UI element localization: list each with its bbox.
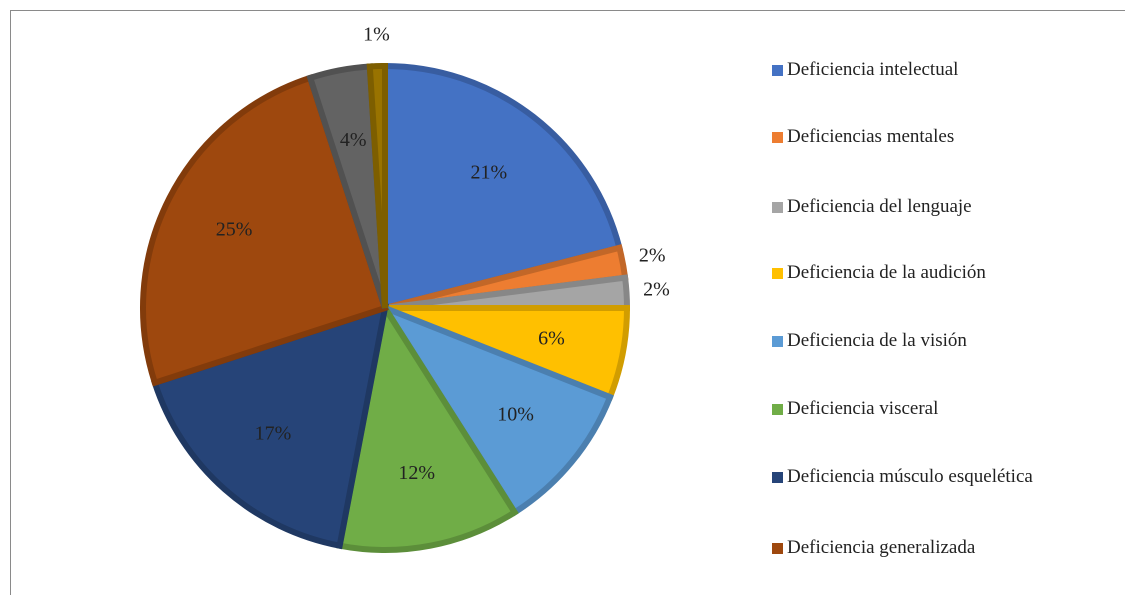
data-label: 1%	[363, 24, 390, 46]
data-label: 6%	[538, 327, 565, 349]
legend-swatch	[772, 202, 783, 213]
pie-slice	[336, 299, 519, 553]
legend-swatch	[772, 65, 783, 76]
legend-label: Deficiencia del lenguaje	[787, 196, 972, 217]
legend-label: Deficiencia de la visión	[787, 330, 967, 351]
pie-slice	[382, 62, 624, 312]
data-label: 2%	[643, 279, 670, 301]
legend-swatch	[772, 472, 783, 483]
data-label: 25%	[216, 219, 253, 241]
legend-label: Deficiencia intelectual	[787, 59, 959, 80]
legend-item: Deficiencia generalizada	[772, 533, 1072, 563]
legend-item: Deficiencia músculo esquelética	[772, 462, 1072, 492]
legend-label: Deficiencia músculo esquelética	[787, 466, 1033, 487]
legend-label: Deficiencias mentales	[787, 126, 955, 147]
legend-item: Deficiencia intelectual	[772, 55, 1072, 85]
frame	[10, 10, 1125, 595]
legend-item: Deficiencia visceral	[772, 394, 1072, 424]
legend-item: Deficiencias mentales	[772, 122, 1072, 152]
legend-label: Deficiencia generalizada	[787, 537, 976, 558]
legend-label: Deficiencia visceral	[787, 398, 939, 419]
data-label: 4%	[340, 129, 367, 151]
pie-slice	[151, 303, 389, 550]
data-label: 10%	[497, 404, 534, 426]
data-label: 2%	[639, 245, 666, 267]
data-label: 21%	[470, 162, 507, 184]
legend-swatch	[772, 268, 783, 279]
legend-item: Deficiencia de la visión	[772, 326, 1072, 356]
data-label: 17%	[255, 423, 292, 445]
legend-swatch	[772, 132, 783, 143]
legend-item: Deficiencia del lenguaje	[772, 192, 1072, 222]
legend-item: Deficiencia de la audición	[772, 258, 1072, 288]
data-label: 12%	[398, 462, 435, 484]
pie-slice	[140, 74, 389, 387]
legend-swatch	[772, 543, 783, 554]
legend-swatch	[772, 336, 783, 347]
legend-label: Deficiencia de la audición	[787, 262, 986, 283]
pie-slice	[377, 301, 614, 517]
legend-swatch	[772, 404, 783, 415]
pie-slice	[366, 62, 388, 309]
